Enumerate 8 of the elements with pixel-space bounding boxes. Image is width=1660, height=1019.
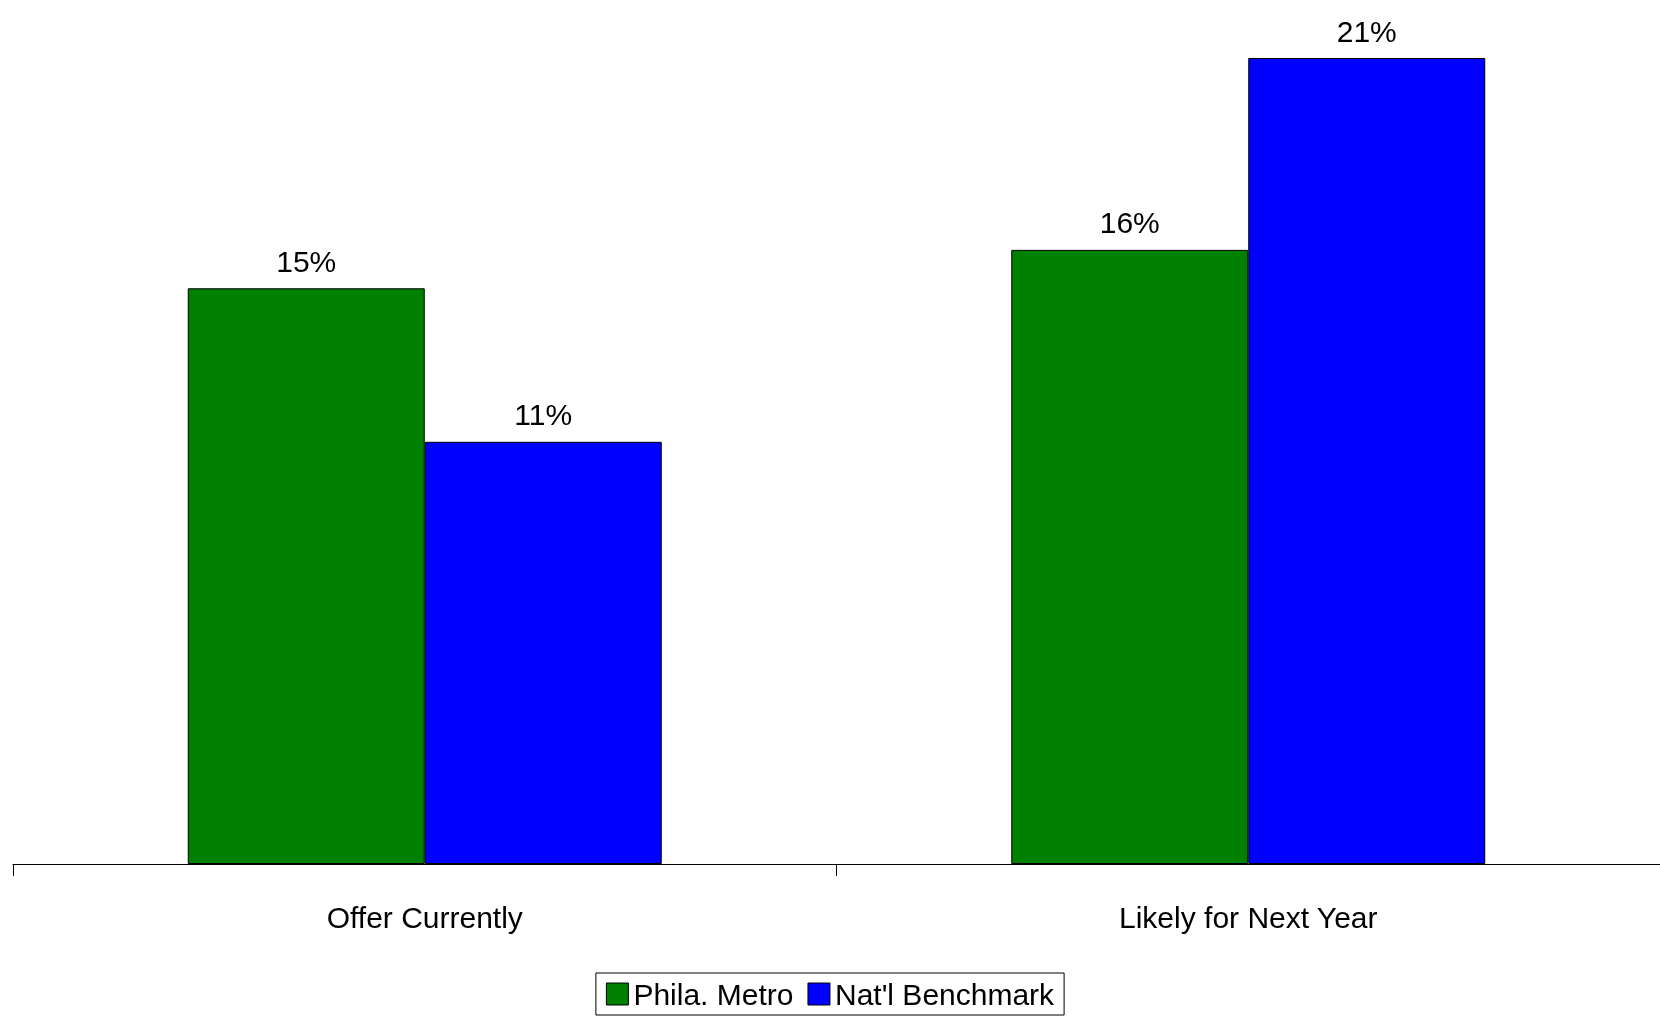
legend-label: Nat'l Benchmark (834, 977, 1056, 1011)
data-label: 16% (1099, 206, 1160, 240)
legend-label: Phila. Metro (633, 977, 794, 1011)
data-label: 21% (1336, 14, 1397, 48)
x-tick-label: Offer Currently (326, 900, 523, 934)
data-label: 11% (514, 398, 573, 432)
x-tick-label: Likely for Next Year (1119, 900, 1378, 934)
data-label: 15% (276, 244, 337, 278)
